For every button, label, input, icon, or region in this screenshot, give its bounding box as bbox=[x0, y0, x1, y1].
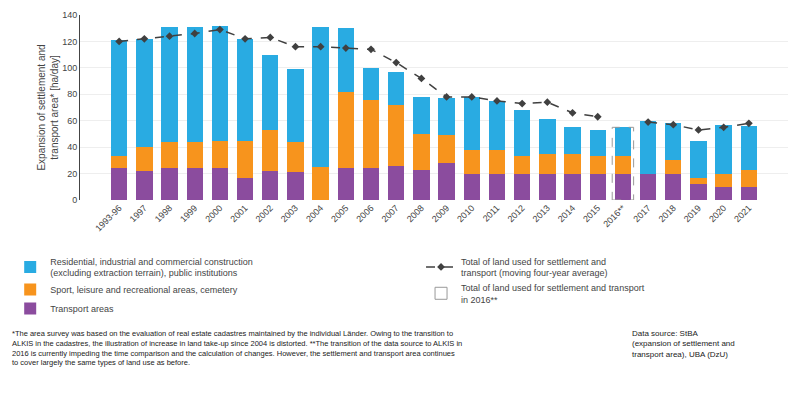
svg-text:120: 120 bbox=[62, 37, 77, 47]
svg-text:2007: 2007 bbox=[380, 203, 401, 224]
svg-text:2019: 2019 bbox=[682, 203, 703, 224]
svg-text:2014: 2014 bbox=[556, 203, 577, 224]
svg-text:Total of land used for settlem: Total of land used for settlement and tr… bbox=[461, 283, 645, 305]
svg-text:*The area survey was based on: *The area survey was based on the evalua… bbox=[12, 329, 462, 367]
svg-text:100: 100 bbox=[62, 63, 77, 73]
svg-text:2017: 2017 bbox=[631, 203, 652, 224]
svg-text:2008: 2008 bbox=[405, 203, 426, 224]
svg-text:0: 0 bbox=[72, 195, 77, 205]
svg-text:20: 20 bbox=[67, 169, 77, 179]
svg-text:2005: 2005 bbox=[329, 203, 350, 224]
svg-text:40: 40 bbox=[67, 142, 77, 152]
svg-text:2011: 2011 bbox=[481, 203, 502, 224]
svg-text:1999: 1999 bbox=[178, 203, 199, 224]
svg-text:Total of land used for settlem: Total of land used for settlement andtra… bbox=[461, 257, 608, 279]
svg-text:2010: 2010 bbox=[455, 203, 476, 224]
svg-text:80: 80 bbox=[67, 89, 77, 99]
svg-text:2009: 2009 bbox=[430, 203, 451, 224]
svg-text:2013: 2013 bbox=[531, 203, 552, 224]
svg-text:Data source: StBA(expansion of: Data source: StBA(expansion of settlemen… bbox=[632, 329, 735, 359]
svg-text:2012: 2012 bbox=[506, 203, 527, 224]
svg-text:2006: 2006 bbox=[354, 203, 375, 224]
svg-text:2002: 2002 bbox=[254, 203, 275, 224]
svg-text:2000: 2000 bbox=[203, 203, 224, 224]
svg-text:2016**: 2016** bbox=[601, 203, 628, 230]
svg-text:2021: 2021 bbox=[732, 203, 753, 224]
svg-text:Residential, industrial and co: Residential, industrial and commercial c… bbox=[50, 257, 253, 279]
svg-text:2001: 2001 bbox=[228, 203, 249, 224]
svg-text:Sport, leisure and recreationa: Sport, leisure and recreational areas, c… bbox=[50, 285, 238, 295]
svg-text:Transport areas: Transport areas bbox=[50, 304, 114, 314]
svg-text:1997: 1997 bbox=[128, 203, 149, 224]
svg-text:2020: 2020 bbox=[707, 203, 728, 224]
svg-text:1998: 1998 bbox=[153, 203, 174, 224]
svg-text:60: 60 bbox=[67, 116, 77, 126]
svg-text:2018: 2018 bbox=[657, 203, 678, 224]
svg-text:1993-96: 1993-96 bbox=[93, 203, 123, 233]
svg-text:2003: 2003 bbox=[279, 203, 300, 224]
svg-text:2015: 2015 bbox=[581, 203, 602, 224]
svg-text:Expansion of settlement andtra: Expansion of settlement andtransport are… bbox=[36, 44, 60, 170]
svg-text:2004: 2004 bbox=[304, 203, 325, 224]
svg-text:140: 140 bbox=[62, 10, 77, 20]
